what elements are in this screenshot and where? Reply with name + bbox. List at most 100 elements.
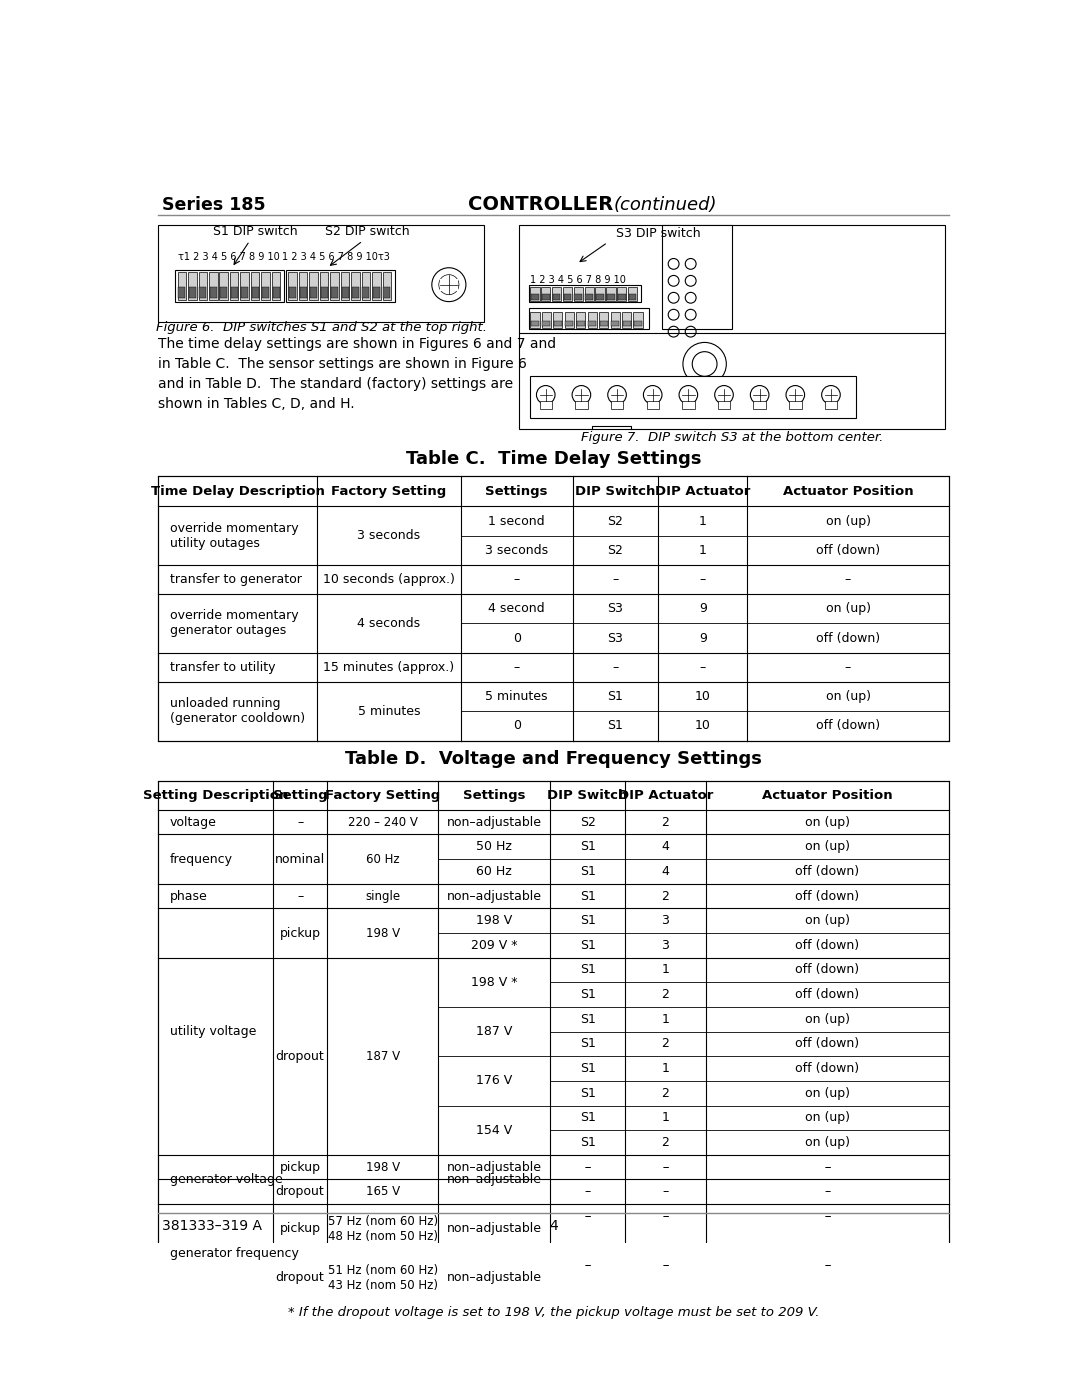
Bar [188, 272, 197, 300]
Text: –: – [845, 573, 851, 587]
Bar [683, 401, 694, 409]
Bar [610, 313, 620, 328]
Text: (continued): (continued) [613, 196, 717, 214]
Bar [261, 272, 270, 300]
Bar [373, 272, 380, 300]
Bar [611, 321, 619, 327]
Text: 1: 1 [662, 1062, 670, 1076]
Text: The time delay settings are shown in Figures 6 and 7 and
in Table C.  The sensor: The time delay settings are shown in Fig… [159, 337, 556, 411]
Text: Settings: Settings [463, 789, 526, 802]
Bar [627, 286, 637, 300]
Text: –: – [824, 1161, 831, 1173]
Text: 187 V: 187 V [476, 1025, 512, 1038]
Text: utility voltage: utility voltage [170, 1025, 256, 1038]
Text: DIP Actuator: DIP Actuator [618, 789, 713, 802]
Bar [219, 272, 228, 300]
Text: Series 185: Series 185 [162, 196, 266, 214]
Bar [540, 401, 552, 409]
Text: –: – [662, 1259, 669, 1273]
Bar [599, 313, 608, 328]
Text: pickup: pickup [280, 1222, 321, 1235]
Text: 1 2 3 4 5 6 7 8 9 10: 1 2 3 4 5 6 7 8 9 10 [530, 275, 626, 285]
Text: –: – [584, 1259, 591, 1273]
Text: Table C.  Time Delay Settings: Table C. Time Delay Settings [406, 450, 701, 468]
Text: –: – [662, 1161, 669, 1173]
Bar [551, 1278, 625, 1302]
Text: 1: 1 [662, 1013, 670, 1025]
Text: off (down): off (down) [815, 631, 880, 644]
Bar [629, 293, 636, 300]
Text: 198 V *: 198 V * [471, 975, 517, 989]
Text: –: – [662, 1210, 669, 1222]
Text: unloaded running
(generator cooldown): unloaded running (generator cooldown) [170, 697, 305, 725]
Bar [199, 272, 207, 300]
Text: –: – [612, 573, 619, 587]
Text: 4 second: 4 second [488, 602, 545, 615]
Text: frequency: frequency [170, 852, 233, 866]
Text: S1: S1 [580, 1087, 595, 1099]
Bar [595, 286, 605, 300]
Text: off (down): off (down) [795, 939, 860, 951]
Text: off (down): off (down) [795, 988, 860, 1002]
Text: on (up): on (up) [805, 840, 850, 854]
Bar [564, 293, 571, 300]
Text: generator frequency: generator frequency [170, 1248, 299, 1260]
Bar [552, 286, 562, 300]
Text: on (up): on (up) [825, 514, 870, 528]
Text: S1: S1 [580, 964, 595, 977]
Text: S3 DIP switch: S3 DIP switch [616, 226, 700, 240]
Text: 165 V: 165 V [365, 1185, 400, 1199]
Text: 9: 9 [699, 602, 706, 615]
Text: non–adjustable: non–adjustable [447, 1271, 542, 1284]
Text: 2: 2 [662, 988, 670, 1002]
Bar [531, 321, 539, 327]
Bar [262, 286, 269, 298]
Bar [551, 1229, 625, 1253]
Text: S1: S1 [580, 840, 595, 854]
Bar [577, 321, 584, 327]
Bar [647, 401, 659, 409]
Text: Settings: Settings [485, 485, 548, 497]
Text: 57 Hz (nom 60 Hz)
48 Hz (nom 50 Hz): 57 Hz (nom 60 Hz) 48 Hz (nom 50 Hz) [327, 1215, 437, 1243]
Text: 154 V: 154 V [476, 1123, 512, 1137]
Text: –: – [824, 1210, 831, 1222]
Text: 0: 0 [513, 719, 521, 732]
Text: 1: 1 [699, 514, 706, 528]
Bar [542, 313, 551, 328]
Bar [706, 1179, 948, 1204]
Text: –: – [700, 661, 706, 673]
Bar [611, 401, 623, 409]
Bar [382, 272, 391, 300]
Text: Setting: Setting [273, 789, 327, 802]
Text: S2: S2 [580, 816, 595, 828]
Text: pickup: pickup [280, 926, 321, 940]
Text: 198 V: 198 V [365, 926, 400, 940]
Bar [286, 270, 394, 302]
Text: Figure 7.  DIP switch S3 at the bottom center.: Figure 7. DIP switch S3 at the bottom ce… [581, 432, 883, 444]
Text: 5 minutes: 5 minutes [485, 690, 548, 703]
Text: off (down): off (down) [815, 719, 880, 732]
Bar [623, 321, 631, 327]
Text: dropout: dropout [275, 1049, 324, 1063]
Text: 3 seconds: 3 seconds [357, 529, 420, 542]
Bar [634, 321, 642, 327]
Text: DIP Switch: DIP Switch [548, 789, 627, 802]
Bar [618, 293, 625, 300]
Text: –: – [824, 1185, 831, 1199]
Text: S3: S3 [608, 631, 623, 644]
Text: 1 2 3 4 5 6 7 8 9 10τ3: 1 2 3 4 5 6 7 8 9 10τ3 [282, 251, 390, 263]
Text: –: – [662, 1161, 669, 1173]
Bar [541, 286, 551, 300]
Text: off (down): off (down) [795, 1062, 860, 1076]
Bar [362, 272, 370, 300]
Text: non–adjustable: non–adjustable [447, 816, 542, 828]
Text: dropout: dropout [275, 1185, 324, 1199]
Bar [553, 313, 563, 328]
Text: non–adjustable: non–adjustable [447, 1222, 542, 1235]
Bar [363, 286, 369, 298]
Bar [566, 321, 573, 327]
Text: 15 minutes (approx.): 15 minutes (approx.) [323, 661, 455, 673]
Bar [789, 401, 801, 409]
Bar [177, 272, 186, 300]
Text: Factory Setting: Factory Setting [332, 485, 446, 497]
